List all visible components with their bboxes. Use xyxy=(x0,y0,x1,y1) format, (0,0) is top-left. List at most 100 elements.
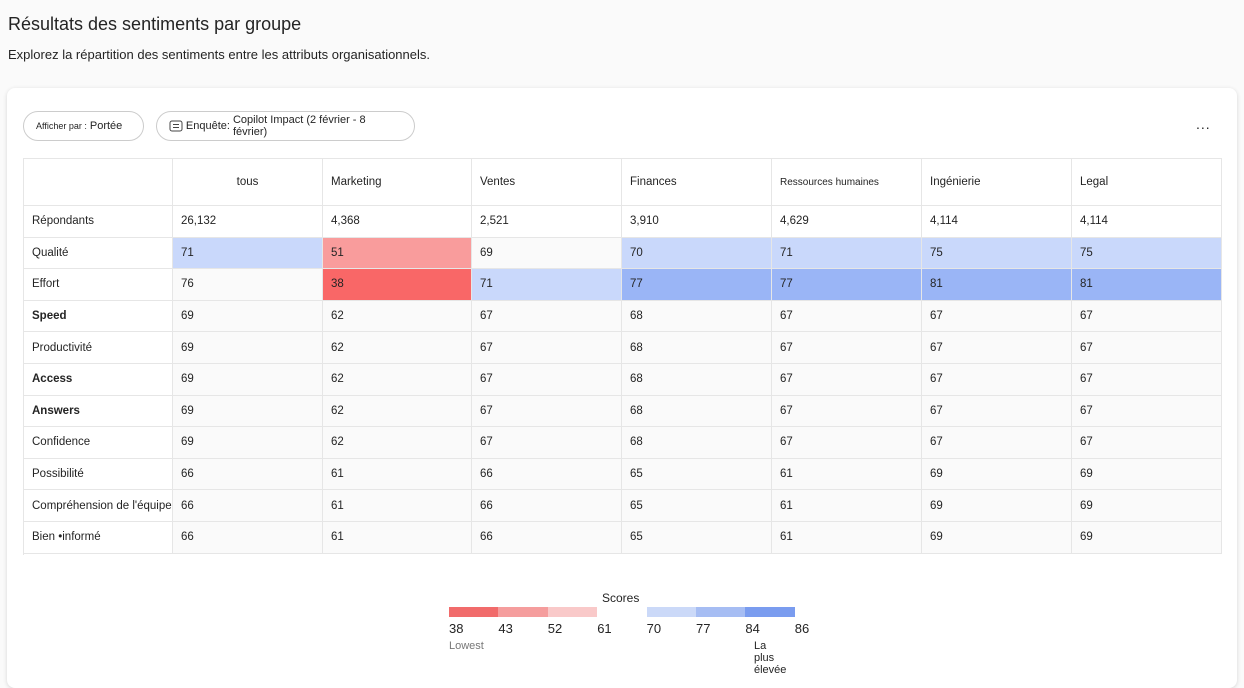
row-label: Speed xyxy=(24,300,173,333)
table-cell: 66 xyxy=(472,458,622,491)
legend-swatch xyxy=(696,607,746,617)
column-header: Finances xyxy=(622,159,772,206)
page-title: Résultats des sentiments par groupe xyxy=(8,14,302,34)
table-cell: 67 xyxy=(1072,300,1222,333)
table-cell: 67 xyxy=(772,427,922,459)
legend-swatch xyxy=(449,607,499,617)
column-header: Marketing xyxy=(323,159,472,206)
page: Résultats des sentiments par groupe Expl… xyxy=(8,14,1222,676)
table-cell: 62 xyxy=(323,300,472,333)
table-cell: 2,521 xyxy=(472,206,622,238)
table-cell: 66 xyxy=(173,490,323,522)
table-cell: 81 xyxy=(922,269,1072,301)
table-cell: 67 xyxy=(922,364,1072,396)
view-button[interactable]: Afficher par : Portée xyxy=(23,111,144,141)
table-cell: 67 xyxy=(1072,395,1222,428)
more-menu[interactable]: ... xyxy=(1196,116,1211,132)
table-cell: 75 xyxy=(1072,237,1222,270)
table-cell: 69 xyxy=(472,237,622,270)
table-cell: 61 xyxy=(772,458,922,491)
table-cell: 62 xyxy=(323,332,472,364)
table-cell: 77 xyxy=(622,269,772,301)
legend-tick-label: 77 xyxy=(696,621,711,636)
table-cell: 75 xyxy=(922,237,1072,270)
table-cell: 69 xyxy=(1072,490,1222,522)
table-cell: 65 xyxy=(622,458,772,491)
table-cell: 71 xyxy=(472,269,622,301)
table-cell: 3,910 xyxy=(622,206,772,238)
table-cell: 69 xyxy=(173,364,323,396)
legend-swatch xyxy=(745,607,795,617)
table-cell: 67 xyxy=(772,364,922,396)
table-cell: 67 xyxy=(922,395,1072,428)
table-cell: 51 xyxy=(323,237,472,270)
row-label: Access xyxy=(24,364,173,396)
table-cell: 68 xyxy=(622,332,772,364)
legend-tick-label: 61 xyxy=(597,621,612,636)
table-cell: 66 xyxy=(173,458,323,491)
table-cell: 77 xyxy=(772,269,922,301)
survey-icon xyxy=(169,120,183,132)
row-label: Answers xyxy=(24,395,173,428)
legend-tick-label: 43 xyxy=(498,621,513,636)
table-cell: 62 xyxy=(323,427,472,459)
table-cell: 69 xyxy=(1072,522,1222,554)
row-label: Productivité xyxy=(24,332,173,364)
legend-high-label: La plus élevée xyxy=(754,640,787,676)
row-label: Confidence xyxy=(24,427,173,459)
table-cell: 67 xyxy=(1072,427,1222,459)
table-cell: 67 xyxy=(922,427,1072,459)
table-cell: 66 xyxy=(472,490,622,522)
table-cell: 68 xyxy=(622,427,772,459)
column-header: Ingénierie xyxy=(922,159,1072,206)
table-cell: 69 xyxy=(922,522,1072,554)
table-cell: 67 xyxy=(772,300,922,333)
legend-tick-label: 38 xyxy=(449,621,464,636)
table-cell: 69 xyxy=(922,458,1072,491)
table-cell: 61 xyxy=(772,522,922,554)
view-value: Portée xyxy=(89,120,123,132)
table-cell: 67 xyxy=(472,332,622,364)
table-cell: 61 xyxy=(323,490,472,522)
legend-tick-label: 84 xyxy=(745,621,760,636)
table-cell: 26,132 xyxy=(173,206,323,238)
header-cell xyxy=(24,159,173,206)
survey-value: Copilot Impact (2 février - 8 février) xyxy=(232,114,366,138)
table-cell: 67 xyxy=(472,364,622,396)
row-label: Effort xyxy=(24,269,173,301)
table-cell: 4,114 xyxy=(1072,206,1222,238)
column-header: tous xyxy=(173,159,323,206)
legend-tick-label: 52 xyxy=(547,621,563,636)
legend-title: Scores xyxy=(602,591,640,605)
table-cell: 68 xyxy=(622,364,772,396)
view-label: Afficher par : xyxy=(36,121,87,131)
table-cell: 76 xyxy=(173,269,323,301)
column-header: Ressources humaines xyxy=(772,159,922,206)
table-cell: 61 xyxy=(772,490,922,522)
row-label: Répondants xyxy=(24,206,173,238)
table-cell: 67 xyxy=(772,332,922,364)
legend-low-label: Lowest xyxy=(449,640,484,652)
legend-tick-label: 86 xyxy=(794,621,810,636)
table-cell: 4,114 xyxy=(922,206,1072,238)
row-label: Qualité xyxy=(24,237,173,270)
table-cell: 65 xyxy=(622,490,772,522)
table-cell: 69 xyxy=(173,300,323,333)
column-header: Legal xyxy=(1072,159,1222,206)
table-cell: 66 xyxy=(472,522,622,554)
page-subtitle: Explorez la répartition des sentiments e… xyxy=(8,47,430,62)
table-cell: 61 xyxy=(323,522,472,554)
survey-label: Enquête: xyxy=(185,120,230,132)
row-label: Possibilité xyxy=(24,458,173,491)
table: tous Marketing Ventes Finances Ressources hu… xyxy=(23,158,1222,555)
table-cell: 68 xyxy=(622,395,772,428)
table-cell: 69 xyxy=(173,395,323,428)
table-cell: 66 xyxy=(173,522,323,554)
table-cell: 38 xyxy=(323,269,472,301)
table-cell: 71 xyxy=(173,237,323,270)
table-cell: 67 xyxy=(472,395,622,428)
legend-swatch xyxy=(646,607,696,617)
table-cell: 71 xyxy=(772,237,922,270)
survey-button[interactable]: Enquête: Copilot Impact (2 février - 8 f… xyxy=(156,111,415,141)
column-header: Ventes xyxy=(472,159,622,206)
